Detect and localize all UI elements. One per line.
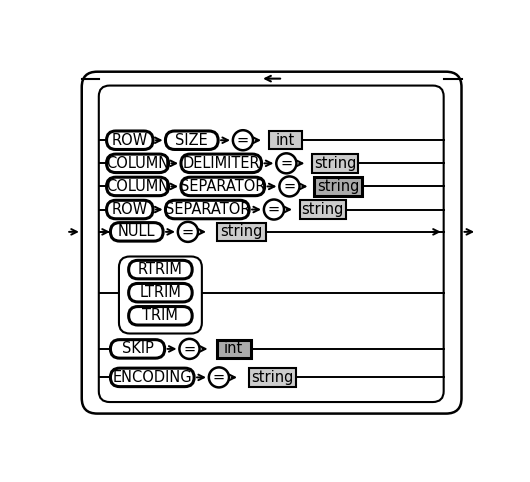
Text: string: string: [314, 156, 356, 171]
FancyBboxPatch shape: [249, 368, 296, 387]
Text: int: int: [276, 133, 295, 147]
Circle shape: [209, 367, 229, 388]
FancyBboxPatch shape: [107, 131, 153, 149]
Text: SKIP: SKIP: [121, 341, 154, 356]
Text: =: =: [284, 179, 296, 194]
FancyBboxPatch shape: [217, 340, 251, 358]
FancyBboxPatch shape: [181, 177, 264, 196]
FancyBboxPatch shape: [314, 177, 363, 196]
FancyBboxPatch shape: [107, 201, 153, 219]
Circle shape: [276, 153, 296, 174]
Text: SEPARATOR: SEPARATOR: [180, 179, 266, 194]
FancyBboxPatch shape: [129, 307, 192, 325]
Circle shape: [264, 200, 284, 219]
FancyBboxPatch shape: [217, 223, 266, 241]
Text: string: string: [302, 202, 344, 217]
FancyBboxPatch shape: [110, 340, 165, 358]
Text: int: int: [224, 341, 243, 356]
Text: DELIMITER: DELIMITER: [182, 156, 260, 171]
FancyBboxPatch shape: [269, 131, 302, 149]
Text: LTRIM: LTRIM: [139, 285, 181, 300]
Circle shape: [233, 130, 253, 150]
Text: =: =: [268, 202, 280, 217]
Text: =: =: [237, 133, 249, 147]
FancyBboxPatch shape: [129, 260, 192, 279]
Text: =: =: [280, 156, 293, 171]
Text: SEPARATOR: SEPARATOR: [164, 202, 250, 217]
Text: ENCODING: ENCODING: [112, 370, 192, 385]
Text: =: =: [183, 341, 196, 356]
Text: COLUMN: COLUMN: [106, 179, 169, 194]
Text: TRIM: TRIM: [143, 308, 179, 323]
Text: ROW: ROW: [112, 202, 148, 217]
Text: RTRIM: RTRIM: [138, 262, 183, 277]
FancyBboxPatch shape: [129, 283, 192, 302]
FancyBboxPatch shape: [165, 131, 218, 149]
FancyBboxPatch shape: [107, 177, 169, 196]
Text: =: =: [182, 224, 194, 240]
Text: NULL: NULL: [118, 224, 155, 240]
FancyBboxPatch shape: [107, 154, 169, 173]
Circle shape: [179, 339, 200, 359]
Text: string: string: [251, 370, 294, 385]
FancyBboxPatch shape: [312, 154, 358, 173]
Circle shape: [178, 222, 198, 242]
FancyBboxPatch shape: [110, 223, 163, 241]
Text: string: string: [220, 224, 262, 240]
FancyBboxPatch shape: [165, 201, 249, 219]
Circle shape: [279, 176, 299, 197]
Text: string: string: [317, 179, 359, 194]
Text: =: =: [213, 370, 225, 385]
Text: COLUMN: COLUMN: [106, 156, 169, 171]
Text: ROW: ROW: [112, 133, 148, 147]
FancyBboxPatch shape: [299, 201, 346, 219]
Text: SIZE: SIZE: [175, 133, 208, 147]
FancyBboxPatch shape: [181, 154, 261, 173]
FancyBboxPatch shape: [110, 368, 194, 387]
